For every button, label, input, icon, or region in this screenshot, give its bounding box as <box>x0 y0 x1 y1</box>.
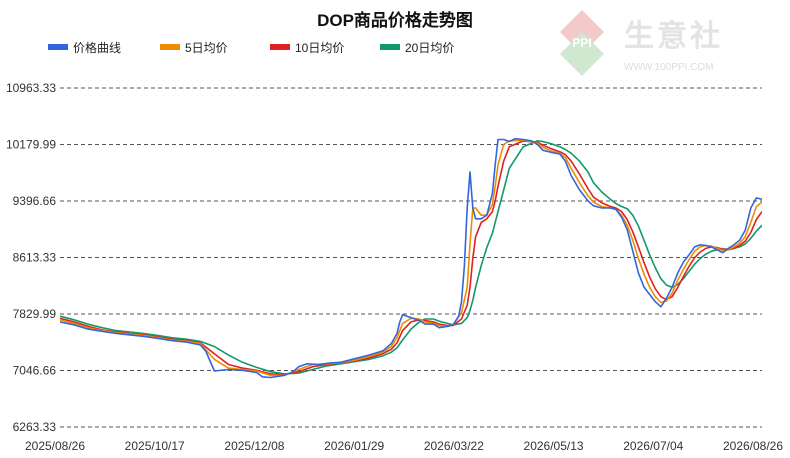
x-tick-label: 2025/08/26 <box>25 439 85 453</box>
y-axis: 10963.33 10179.99 9396.66 8613.33 7829.99 704… <box>6 81 56 434</box>
legend-label-1: 5日均价 <box>185 41 228 55</box>
series-line-1 <box>60 139 762 377</box>
legend-label-2: 10日均价 <box>295 41 344 55</box>
x-tick-label: 2026/08/26 <box>723 439 783 453</box>
y-tick-label: 8613.33 <box>13 251 57 265</box>
x-tick-label: 2026/01/29 <box>324 439 384 453</box>
x-tick-label: 2026/05/13 <box>524 439 584 453</box>
watermark-brand: 生意社 <box>624 19 723 53</box>
chart-title: DOP商品价格走势图 <box>317 10 473 30</box>
legend-swatch-2 <box>270 44 290 50</box>
x-tick-label: 2026/07/04 <box>623 439 683 453</box>
legend-swatch-3 <box>380 44 400 50</box>
series-line-0 <box>60 137 762 379</box>
legend-swatch-0 <box>48 44 68 50</box>
legend: 价格曲线 5日均价 10日均价 20日均价 <box>48 40 454 55</box>
y-tick-label: 9396.66 <box>13 194 57 208</box>
x-axis: 2025/08/26 2025/10/17 2025/12/08 2026/01/29… <box>25 439 783 453</box>
watermark-diamond-bottom <box>560 32 604 76</box>
legend-label-0: 价格曲线 <box>73 40 121 55</box>
legend-swatch-1 <box>160 44 180 50</box>
grid <box>60 87 762 428</box>
y-tick-label: 7046.66 <box>13 364 57 378</box>
x-tick-label: 2025/10/17 <box>125 439 185 453</box>
plot-area <box>60 137 762 379</box>
x-tick-label: 2026/03/22 <box>424 439 484 453</box>
watermark-logo: PPI 生意社 WWW.100PPI.COM <box>560 10 723 76</box>
y-tick-label: 10179.99 <box>6 138 56 152</box>
y-tick-label: 7829.99 <box>13 307 57 321</box>
watermark-url: WWW.100PPI.COM <box>624 62 713 73</box>
x-tick-label: 2025/12/08 <box>224 439 284 453</box>
watermark-logo-text: PPI <box>572 36 591 50</box>
series-line-3 <box>60 140 762 375</box>
legend-label-3: 20日均价 <box>405 41 454 55</box>
y-tick-label: 6263.33 <box>13 420 57 434</box>
y-tick-label: 10963.33 <box>6 81 56 95</box>
